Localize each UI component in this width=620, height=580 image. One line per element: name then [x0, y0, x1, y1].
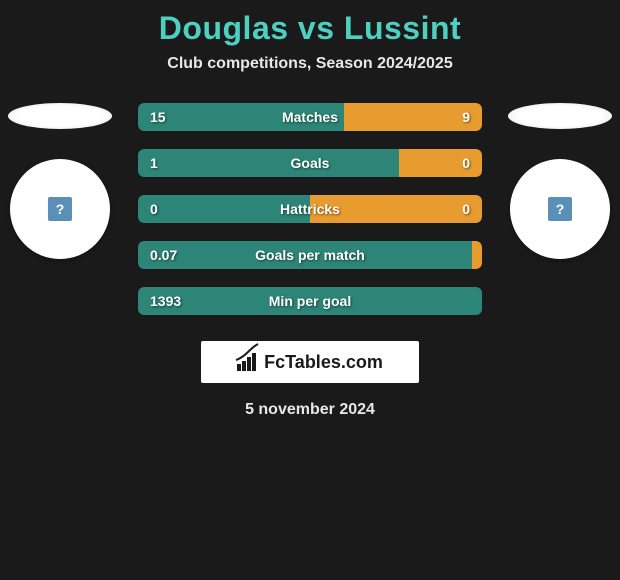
- player-left-avatar: ?: [10, 159, 110, 259]
- stat-value-left: 0.07: [150, 247, 177, 263]
- stat-bar-left-segment: [138, 149, 399, 177]
- stat-bar: 0.07 Goals per match: [138, 241, 482, 269]
- stat-label: Goals: [291, 155, 330, 171]
- stat-bar: 0 0 Hattricks: [138, 195, 482, 223]
- stat-value-left: 1393: [150, 293, 181, 309]
- stat-bar: 1 0 Goals: [138, 149, 482, 177]
- brand-bar-segment: [242, 361, 246, 371]
- question-icon: ?: [56, 201, 65, 217]
- main-container: Douglas vs Lussint Club competitions, Se…: [0, 0, 620, 419]
- stat-value-left: 0: [150, 201, 158, 217]
- stat-bar-right-segment: [472, 241, 482, 269]
- brand-content: FcTables.com: [237, 352, 383, 373]
- page-subtitle: Club competitions, Season 2024/2025: [0, 55, 620, 73]
- stats-bars-area: 15 9 Matches 1 0 Goals 0 0 Hattricks 0.07 Goals pe…: [138, 103, 482, 333]
- stat-value-right: 0: [462, 201, 470, 217]
- player-placeholder-icon: ?: [548, 197, 572, 221]
- comparison-row: ? 15 9 Matches 1 0 Goals 0 0 Hattricks 0.07 Goals …: [0, 103, 620, 333]
- team-right-logo: [508, 103, 612, 129]
- brand-text: FcTables.com: [264, 352, 383, 373]
- snapshot-date: 5 november 2024: [0, 401, 620, 419]
- question-icon: ?: [556, 201, 565, 217]
- team-left-logo: [8, 103, 112, 129]
- stat-bar: 15 9 Matches: [138, 103, 482, 131]
- stat-value-left: 15: [150, 109, 166, 125]
- stat-label: Goals per match: [255, 247, 365, 263]
- stat-value-left: 1: [150, 155, 158, 171]
- stat-label: Hattricks: [280, 201, 340, 217]
- page-title: Douglas vs Lussint: [0, 10, 620, 47]
- player-right-panel: ?: [500, 103, 620, 259]
- player-placeholder-icon: ?: [48, 197, 72, 221]
- player-right-avatar: ?: [510, 159, 610, 259]
- stat-value-right: 0: [462, 155, 470, 171]
- stat-bar: 1393 Min per goal: [138, 287, 482, 315]
- brand-badge: FcTables.com: [201, 341, 419, 383]
- player-left-panel: ?: [0, 103, 120, 259]
- brand-bar-segment: [237, 364, 241, 371]
- stat-label: Min per goal: [269, 293, 351, 309]
- stat-value-right: 9: [462, 109, 470, 125]
- stat-label: Matches: [282, 109, 338, 125]
